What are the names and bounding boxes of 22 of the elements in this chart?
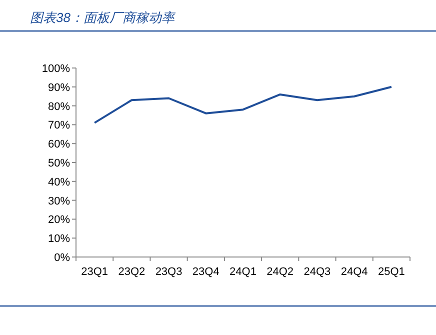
x-tick-label: 25Q1	[378, 266, 405, 278]
y-tick-label: 40%	[48, 176, 70, 188]
y-tick-label: 60%	[48, 138, 70, 151]
y-tick-label: 90%	[48, 82, 70, 94]
y-tick-label: 0%	[54, 252, 70, 264]
y-tick-label: 100%	[42, 63, 70, 75]
x-tick-label: 23Q4	[192, 266, 220, 278]
x-tick-label: 24Q3	[304, 266, 331, 278]
y-tick-label: 50%	[48, 158, 70, 170]
x-tick-label: 23Q3	[155, 266, 182, 278]
x-tick-label: 24Q1	[230, 266, 256, 278]
y-tick-label: 70%	[48, 120, 70, 132]
y-tick-label: 80%	[48, 100, 70, 113]
y-tick-label: 20%	[48, 214, 70, 226]
x-tick-label: 24Q4	[340, 266, 368, 278]
line-series	[94, 86, 392, 124]
y-tick-label: 30%	[48, 195, 70, 208]
x-tick-label: 23Q1	[81, 266, 108, 278]
x-tick-label: 23Q2	[118, 266, 146, 278]
x-tick-label: 24Q2	[266, 266, 294, 278]
chart-title: 图表38：面板厂商稼动率	[30, 10, 176, 25]
y-tick-label: 10%	[48, 233, 70, 246]
